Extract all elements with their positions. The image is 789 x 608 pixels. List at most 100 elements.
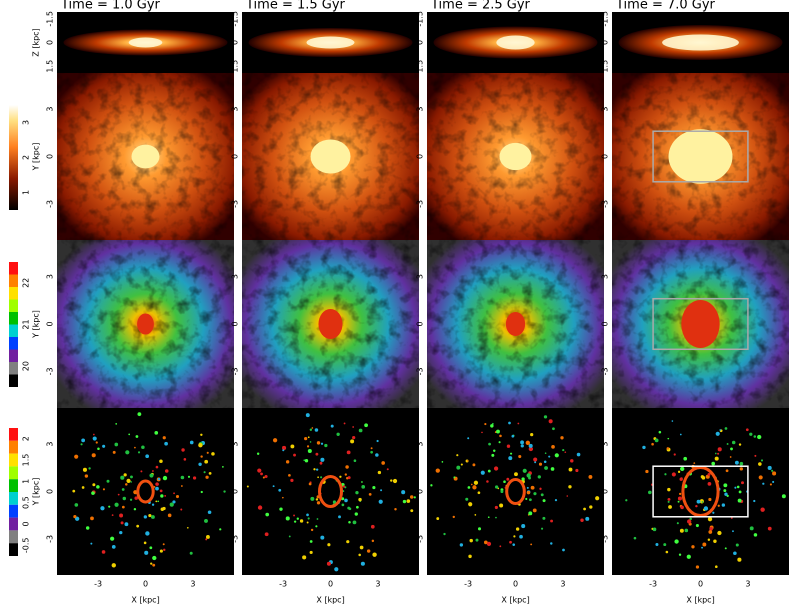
star-clump [739, 467, 743, 471]
star-clump [493, 466, 499, 471]
star-clump [537, 475, 541, 479]
colorbar-tick-label: 0 [22, 521, 31, 526]
star-clump [320, 535, 325, 540]
star-clump [456, 465, 461, 470]
star-clump [488, 442, 491, 446]
star-clump [163, 548, 166, 552]
star-clump [372, 552, 377, 557]
y-axis-label: Y [kpc] [32, 143, 41, 172]
star-clump [753, 435, 757, 438]
star-clump [327, 543, 331, 547]
star-clump [430, 484, 433, 487]
y-tick-label: 3 [231, 274, 240, 279]
panel-image [242, 73, 419, 240]
star-clump [678, 553, 682, 556]
colorbar-step [9, 349, 18, 362]
star-clump [302, 555, 307, 560]
star-clump [143, 515, 148, 519]
star-clump [680, 466, 685, 472]
star-clump [279, 507, 283, 511]
star-clump [469, 538, 473, 543]
y-axis-label: Y [kpc] [32, 478, 41, 507]
star-clump [486, 480, 489, 483]
star-clump [149, 546, 153, 550]
star-clump [74, 503, 79, 507]
star-clump [91, 491, 95, 495]
colorbar-step [9, 492, 18, 505]
x-tick-label: 0 [328, 580, 333, 589]
star-clump [368, 493, 372, 496]
colorbar-step [9, 337, 18, 350]
star-clump [320, 457, 325, 462]
star-clump [189, 440, 194, 445]
star-clump [702, 542, 707, 547]
star-clump [721, 503, 726, 507]
star-clump [347, 476, 351, 480]
ring [505, 478, 526, 505]
star-clump [90, 542, 93, 545]
star-clump [159, 489, 163, 493]
y-tick-label: -3 [601, 535, 610, 543]
star-clump [130, 481, 133, 483]
y-tick-label: 0 [46, 40, 55, 45]
star-clump [456, 454, 459, 457]
star-clump [737, 557, 742, 562]
star-clump [738, 443, 742, 446]
colorbar-step [9, 324, 18, 337]
star-clump [344, 473, 347, 476]
colorbar-step [9, 504, 18, 518]
star-clump [136, 524, 140, 528]
star-clump [667, 500, 670, 503]
star-clump [701, 546, 704, 549]
star-clump [708, 497, 712, 502]
star-clump [257, 505, 263, 510]
star-clump [730, 447, 733, 451]
star-clump [487, 469, 491, 473]
star-clump [145, 454, 150, 459]
y-tick-label: -3 [46, 535, 55, 543]
x-tick-label: 3 [560, 580, 565, 589]
x-tick-label: 0 [513, 580, 518, 589]
colorbar-step [9, 440, 18, 454]
star-clump [91, 453, 96, 458]
bulge [318, 309, 343, 339]
star-clump [114, 502, 119, 507]
star-clump [205, 475, 209, 479]
star-clump [262, 476, 265, 479]
star-clump [360, 561, 365, 566]
column-title: Time = 1.5 Gyr [245, 0, 346, 13]
star-clump [204, 459, 209, 464]
star-clump [265, 512, 270, 517]
star-clump [115, 423, 118, 425]
star-clump [117, 493, 120, 496]
star-clump [508, 456, 513, 461]
star-clump [707, 482, 712, 486]
star-clump [293, 520, 297, 523]
star-clump [133, 507, 137, 511]
star-clump [198, 443, 203, 448]
colorbar-step [9, 312, 18, 325]
colorbar-tick-label: 22 [22, 278, 31, 288]
y-tick-label: 0 [601, 489, 610, 494]
star-clump [723, 483, 728, 488]
panel-image [612, 73, 789, 240]
star-clump [696, 499, 701, 504]
bulge [137, 313, 154, 335]
star-clump [309, 428, 313, 431]
star-clump [358, 497, 362, 502]
star-clump [162, 477, 165, 480]
star-clump [521, 477, 525, 481]
colorbar-step [9, 466, 18, 480]
star-clump [703, 506, 709, 511]
star-clump [306, 445, 310, 448]
star-clump [370, 447, 373, 450]
y-tick-label: 0 [231, 154, 240, 159]
star-clump [522, 468, 527, 473]
star-clump [674, 539, 679, 544]
star-clump [443, 532, 446, 536]
y-tick-label: 3 [46, 107, 55, 112]
star-clump [550, 467, 555, 471]
star-clump [180, 475, 185, 480]
star-clump [745, 428, 749, 432]
star-clump [548, 419, 553, 424]
